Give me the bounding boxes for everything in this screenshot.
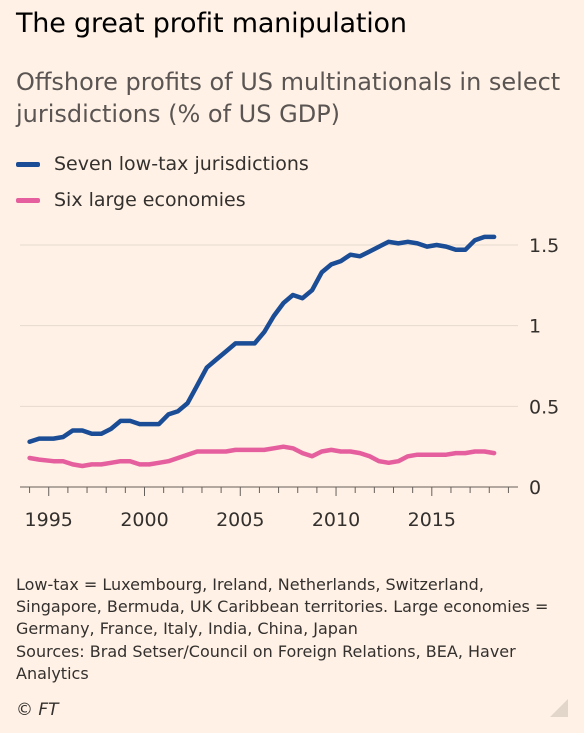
legend-swatch-large-economies xyxy=(16,197,40,203)
legend-item-low-tax: Seven low-tax jurisdictions xyxy=(16,146,568,182)
legend: Seven low-tax jurisdictions Six large ec… xyxy=(16,146,568,218)
x-tick-label-2005: 2005 xyxy=(216,509,264,531)
copyright: © FT xyxy=(16,700,59,720)
series-line-0 xyxy=(27,234,497,445)
legend-swatch-low-tax xyxy=(16,161,40,167)
footnote: Low-tax = Luxembourg, Ireland, Netherlan… xyxy=(16,575,549,639)
legend-label-low-tax: Seven low-tax jurisdictions xyxy=(54,153,309,175)
x-tick-label-2010: 2010 xyxy=(312,509,360,531)
y-tick-label-2: 1 xyxy=(529,316,541,338)
sources: Sources: Brad Setser/Council on Foreign … xyxy=(16,641,516,683)
chart-area: 0 0.5 1 1.5 1995 2000 2005 2010 2015 xyxy=(0,230,584,540)
y-tick-label-0: 0 xyxy=(529,477,541,499)
resize-corner-icon xyxy=(550,699,568,717)
y-tick-label-1: 0.5 xyxy=(529,396,559,418)
line-chart: 0 0.5 1 1.5 1995 2000 2005 2010 2015 xyxy=(20,234,559,531)
y-tick-label-3: 1.5 xyxy=(529,235,559,257)
chart-subtitle: Offshore profits of US multinationals in… xyxy=(16,68,561,128)
legend-label-large-economies: Six large economies xyxy=(54,189,246,211)
x-tick-label-2015: 2015 xyxy=(408,509,456,531)
chart-notes: Low-tax = Luxembourg, Ireland, Netherlan… xyxy=(16,574,572,685)
legend-item-large-economies: Six large economies xyxy=(16,182,568,218)
series-line-1 xyxy=(27,444,497,469)
x-tick-label-1995: 1995 xyxy=(25,509,73,531)
x-tick-label-2000: 2000 xyxy=(120,509,168,531)
chart-title: The great profit manipulation xyxy=(16,8,407,39)
